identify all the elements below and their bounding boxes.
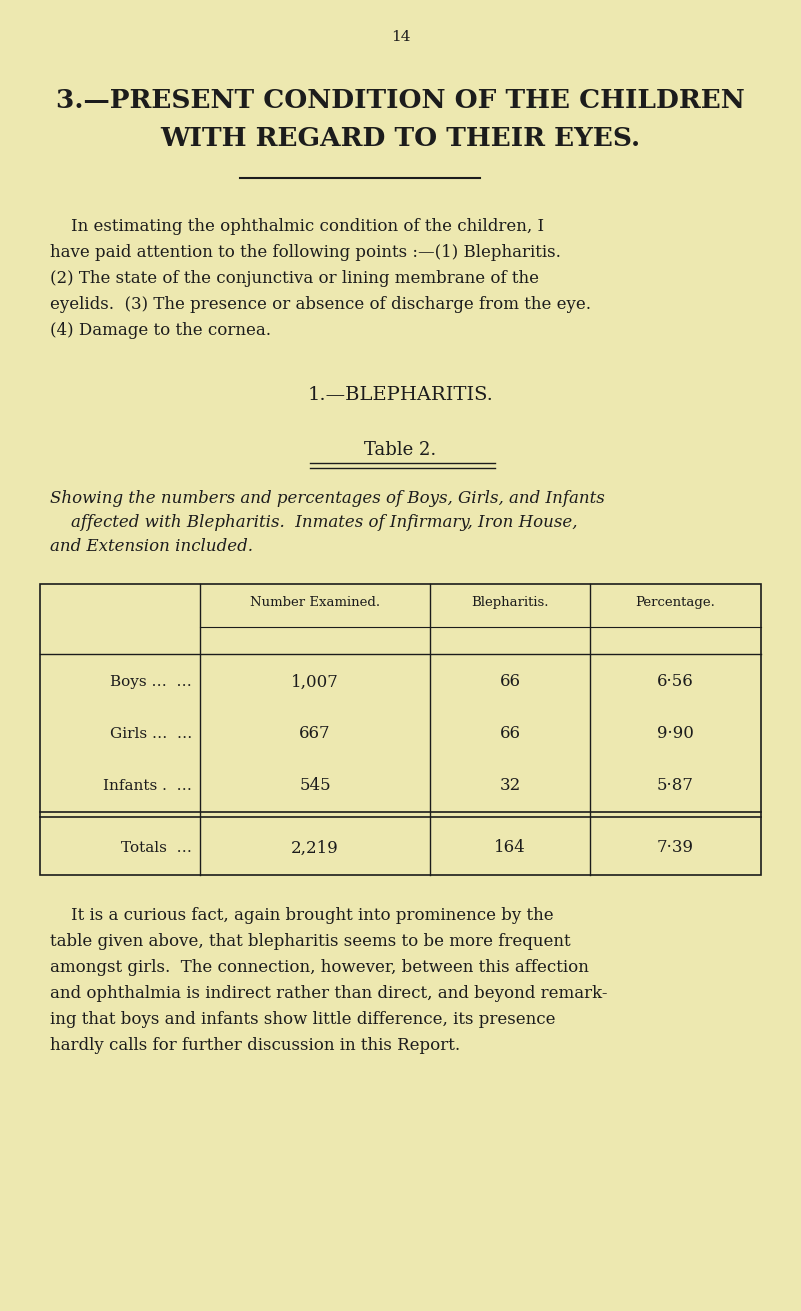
- Text: and ophthalmia is indirect rather than direct, and beyond remark-: and ophthalmia is indirect rather than d…: [50, 985, 607, 1002]
- Text: 667: 667: [300, 725, 331, 742]
- Text: Boys …  …: Boys … …: [111, 675, 192, 690]
- Text: (2) The state of the conjunctiva or lining membrane of the: (2) The state of the conjunctiva or lini…: [50, 270, 539, 287]
- Text: 66: 66: [500, 674, 521, 691]
- Text: Infants .  …: Infants . …: [103, 779, 192, 793]
- Text: 1.—BLEPHARITIS.: 1.—BLEPHARITIS.: [308, 385, 493, 404]
- Text: (4) Damage to the cornea.: (4) Damage to the cornea.: [50, 323, 271, 340]
- Text: 3.—PRESENT CONDITION OF THE CHILDREN: 3.—PRESENT CONDITION OF THE CHILDREN: [56, 88, 745, 113]
- Text: 5·87: 5·87: [657, 777, 694, 794]
- Text: It is a curious fact, again brought into prominence by the: It is a curious fact, again brought into…: [50, 907, 553, 924]
- Text: have paid attention to the following points :—(1) Blepharitis.: have paid attention to the following poi…: [50, 244, 561, 261]
- Text: Table 2.: Table 2.: [364, 440, 437, 459]
- Text: hardly calls for further discussion in this Report.: hardly calls for further discussion in t…: [50, 1037, 460, 1054]
- Text: 14: 14: [391, 30, 410, 45]
- Text: WITH REGARD TO THEIR EYES.: WITH REGARD TO THEIR EYES.: [160, 126, 641, 151]
- Text: 2,219: 2,219: [291, 839, 339, 856]
- Text: 1,007: 1,007: [291, 674, 339, 691]
- Text: Totals  …: Totals …: [121, 840, 192, 855]
- Text: Girls …  …: Girls … …: [110, 728, 192, 741]
- Text: 66: 66: [500, 725, 521, 742]
- Text: Percentage.: Percentage.: [635, 597, 715, 610]
- Text: 6·56: 6·56: [657, 674, 694, 691]
- Text: 545: 545: [300, 777, 331, 794]
- Text: and Extension included.: and Extension included.: [50, 538, 253, 555]
- Text: Number Examined.: Number Examined.: [250, 597, 380, 610]
- Text: 32: 32: [499, 777, 521, 794]
- Text: amongst girls.  The connection, however, between this affection: amongst girls. The connection, however, …: [50, 960, 589, 975]
- Text: 9·90: 9·90: [657, 725, 694, 742]
- Text: In estimating the ophthalmic condition of the children, I: In estimating the ophthalmic condition o…: [50, 218, 544, 235]
- Bar: [40, 583, 761, 874]
- Text: 164: 164: [494, 839, 526, 856]
- Text: 7·39: 7·39: [657, 839, 694, 856]
- Text: Blepharitis.: Blepharitis.: [471, 597, 549, 610]
- Text: affected with Blepharitis.  Inmates of Infirmary, Iron House,: affected with Blepharitis. Inmates of In…: [50, 514, 578, 531]
- Text: Showing the numbers and percentages of Boys, Girls, and Infants: Showing the numbers and percentages of B…: [50, 490, 605, 507]
- Text: eyelids.  (3) The presence or absence of discharge from the eye.: eyelids. (3) The presence or absence of …: [50, 296, 591, 313]
- Text: table given above, that blepharitis seems to be more frequent: table given above, that blepharitis seem…: [50, 933, 570, 950]
- Text: ing that boys and infants show little difference, its presence: ing that boys and infants show little di…: [50, 1011, 556, 1028]
